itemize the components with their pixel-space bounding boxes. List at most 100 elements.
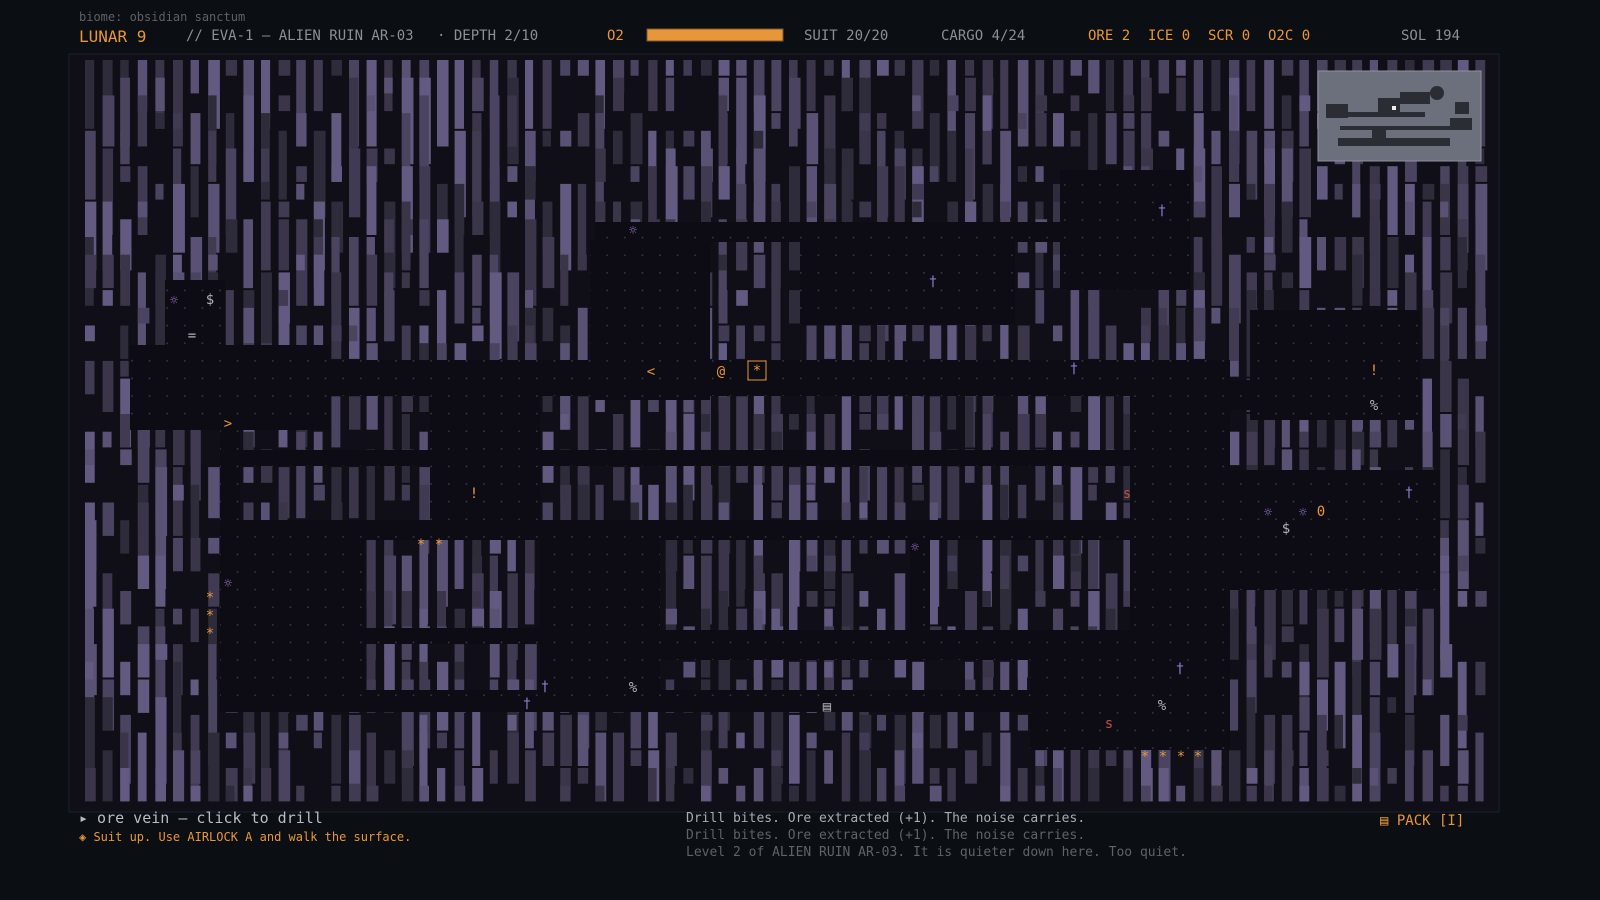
wall xyxy=(208,573,220,607)
wall xyxy=(419,219,429,289)
wall xyxy=(1123,520,1135,607)
map-entity[interactable]: * xyxy=(753,363,761,379)
wall xyxy=(507,95,517,147)
wall xyxy=(1070,591,1080,607)
wall xyxy=(771,502,782,519)
wall xyxy=(366,626,376,713)
wall xyxy=(929,768,940,784)
wall xyxy=(1211,166,1222,253)
wall xyxy=(701,785,711,802)
wall xyxy=(595,148,606,182)
wall xyxy=(1141,113,1152,182)
wall xyxy=(1193,732,1204,802)
wall xyxy=(753,768,764,802)
floor xyxy=(595,222,1060,242)
wall xyxy=(1211,785,1223,802)
wall xyxy=(525,573,535,625)
wall xyxy=(877,130,886,182)
wall xyxy=(507,573,518,660)
wall xyxy=(1299,697,1310,731)
wall xyxy=(507,201,517,218)
wall xyxy=(789,166,801,253)
map-entity: * xyxy=(206,590,214,606)
wall xyxy=(472,768,484,802)
player: @ xyxy=(717,364,726,380)
wall xyxy=(877,325,886,377)
wall xyxy=(1088,396,1101,466)
wall xyxy=(736,785,746,802)
wall xyxy=(1281,60,1294,76)
wall xyxy=(401,750,413,784)
game-title: LUNAR 9 xyxy=(79,27,147,46)
wall xyxy=(912,732,923,749)
wall xyxy=(349,396,361,430)
wall xyxy=(472,130,482,218)
wall xyxy=(771,60,782,112)
wall xyxy=(912,201,922,218)
wall xyxy=(665,555,677,643)
floor xyxy=(220,690,1230,712)
wall xyxy=(1457,307,1467,359)
wall xyxy=(577,307,588,377)
wall xyxy=(85,449,95,466)
wall xyxy=(296,431,306,519)
wall xyxy=(665,768,675,802)
wall xyxy=(1475,254,1486,324)
map-entity: ☼ xyxy=(1264,505,1273,521)
floor xyxy=(800,240,1015,325)
wall xyxy=(102,201,113,271)
wall xyxy=(278,95,291,112)
wall xyxy=(806,750,816,802)
wall xyxy=(102,95,115,147)
wall xyxy=(243,95,254,182)
wall xyxy=(1017,272,1030,289)
wall xyxy=(472,201,484,235)
floor xyxy=(220,520,1230,540)
wall xyxy=(190,113,201,165)
wall xyxy=(331,785,341,802)
wall xyxy=(1211,60,1221,112)
wall xyxy=(912,484,924,501)
wall xyxy=(683,166,695,200)
wall xyxy=(102,60,113,112)
wall xyxy=(1176,785,1186,802)
wall xyxy=(1264,60,1274,129)
wall xyxy=(1035,414,1047,448)
wall xyxy=(1475,537,1486,554)
wall xyxy=(190,60,199,94)
wall xyxy=(1352,661,1362,731)
wall xyxy=(366,679,376,696)
wall xyxy=(1422,237,1432,306)
o2-label: O2 xyxy=(607,28,624,44)
wall xyxy=(225,219,238,253)
wall xyxy=(1176,77,1186,112)
wall xyxy=(507,272,520,342)
wall xyxy=(1088,768,1100,802)
wall xyxy=(1299,449,1309,483)
wall xyxy=(595,95,604,129)
wall xyxy=(929,785,942,802)
wall xyxy=(718,768,729,784)
wall xyxy=(560,449,570,501)
pack-button[interactable]: ▤ PACK [I] xyxy=(1380,813,1465,829)
wall xyxy=(1299,661,1310,696)
wall xyxy=(718,60,730,76)
wall xyxy=(1422,750,1434,802)
wall xyxy=(560,714,572,766)
wall xyxy=(1158,768,1169,802)
floors xyxy=(130,170,1440,750)
map-entity: = xyxy=(188,328,196,344)
wall xyxy=(173,148,182,200)
wall xyxy=(701,484,713,554)
wall xyxy=(454,183,465,235)
wall xyxy=(1422,608,1434,696)
wall xyxy=(1193,307,1206,342)
wall xyxy=(1317,679,1328,731)
floor xyxy=(910,530,930,660)
wall xyxy=(1317,714,1327,784)
wall xyxy=(331,237,340,306)
wall xyxy=(1352,608,1364,660)
wall xyxy=(401,555,412,625)
wall xyxy=(1457,785,1468,802)
wall xyxy=(1352,183,1361,218)
